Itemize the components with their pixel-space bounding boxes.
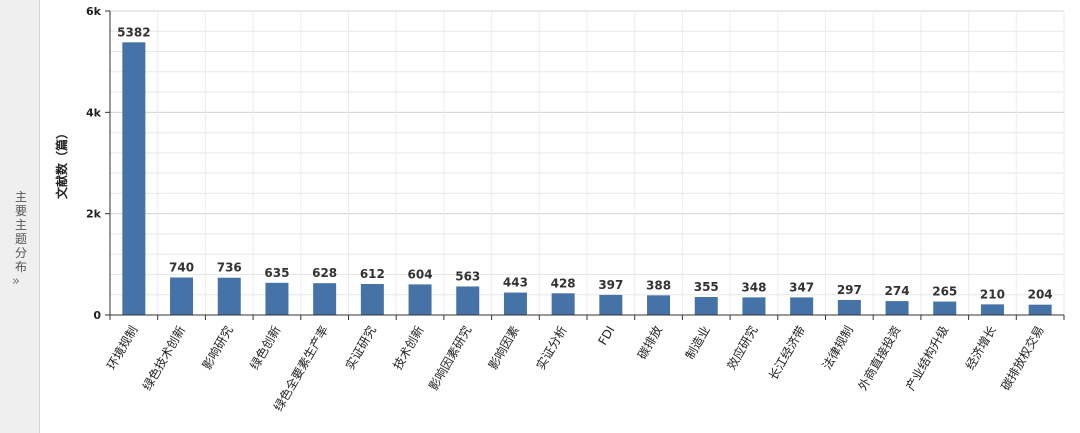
bar — [313, 283, 337, 315]
data-label: 443 — [503, 276, 528, 290]
bar — [503, 292, 527, 315]
side-panel-label: 主要主题分布 — [14, 190, 27, 274]
category-label: 实证研究 — [342, 323, 379, 372]
side-panel-tab[interactable]: 主要主题分布 » — [0, 0, 40, 433]
category-label: 效应研究 — [724, 323, 761, 372]
data-label: 612 — [360, 267, 385, 281]
bar — [694, 297, 718, 315]
data-label: 635 — [264, 266, 289, 280]
bar — [551, 293, 575, 315]
bar — [408, 284, 432, 315]
y-tick-label: 6k — [86, 5, 102, 18]
category-label: 产业结构升级 — [902, 323, 951, 393]
data-label: 428 — [551, 276, 576, 290]
category-label: 碳排放 — [634, 323, 665, 362]
grid-lines — [109, 10, 1065, 316]
bar — [360, 283, 384, 315]
bar — [790, 297, 814, 315]
bar — [456, 286, 480, 315]
y-ticks: 0 2k 4k 6k — [86, 5, 110, 322]
bar — [933, 301, 957, 315]
category-label: 法律规制 — [819, 323, 856, 372]
data-label: 297 — [837, 283, 862, 297]
category-label: 经济增长 — [962, 323, 999, 372]
y-tick-label: 2k — [86, 208, 102, 221]
category-label: 影响因素 — [485, 323, 522, 372]
data-label: 274 — [885, 284, 910, 298]
category-label: 环境规制 — [103, 323, 140, 372]
expand-arrow-icon[interactable]: » — [12, 274, 20, 289]
data-label: 204 — [1028, 288, 1053, 302]
data-label: 355 — [694, 280, 719, 294]
category-label: 长江经济带 — [765, 323, 808, 382]
bar — [1028, 304, 1052, 315]
data-label: 563 — [455, 269, 480, 283]
data-label: 736 — [217, 261, 242, 275]
bar — [742, 297, 766, 315]
bar — [170, 277, 194, 315]
bar — [980, 304, 1004, 315]
category-label: FDI — [595, 324, 617, 348]
data-label: 397 — [598, 278, 623, 292]
data-label: 347 — [789, 280, 814, 294]
category-label: 影响因素研究 — [425, 323, 474, 393]
data-label: 388 — [646, 278, 671, 292]
category-label: 技术创新 — [390, 323, 427, 372]
data-label: 604 — [408, 267, 433, 281]
category-label: 碳排放权交易 — [998, 323, 1047, 393]
category-label: 实证分析 — [533, 323, 570, 372]
category-label: 外商直接投资 — [855, 323, 904, 393]
data-label: 265 — [932, 285, 957, 299]
bars — [122, 42, 1052, 315]
category-label: 绿色技术创新 — [139, 323, 188, 393]
axes — [109, 11, 1065, 320]
bar — [265, 282, 289, 315]
bar — [885, 301, 909, 315]
data-labels: 5382 740 736 635 628 612 604 563 443 428 397 388 355… — [117, 25, 1053, 301]
bar — [122, 42, 146, 315]
category-label: 制造业 — [683, 324, 713, 362]
data-label: 628 — [312, 266, 337, 280]
data-label: 210 — [980, 287, 1005, 301]
bar — [599, 294, 623, 315]
data-label: 5382 — [117, 25, 150, 39]
category-label: 影响研究 — [199, 323, 236, 372]
y-tick-label: 4k — [86, 106, 102, 119]
bar — [647, 295, 671, 315]
data-label: 348 — [741, 280, 766, 294]
y-tick-label: 0 — [93, 309, 101, 322]
bar — [217, 277, 241, 315]
category-label: 绿色创新 — [247, 323, 284, 372]
bar — [837, 299, 861, 315]
data-label: 740 — [169, 261, 194, 275]
y-axis-label: 文献数（篇） — [54, 127, 69, 199]
